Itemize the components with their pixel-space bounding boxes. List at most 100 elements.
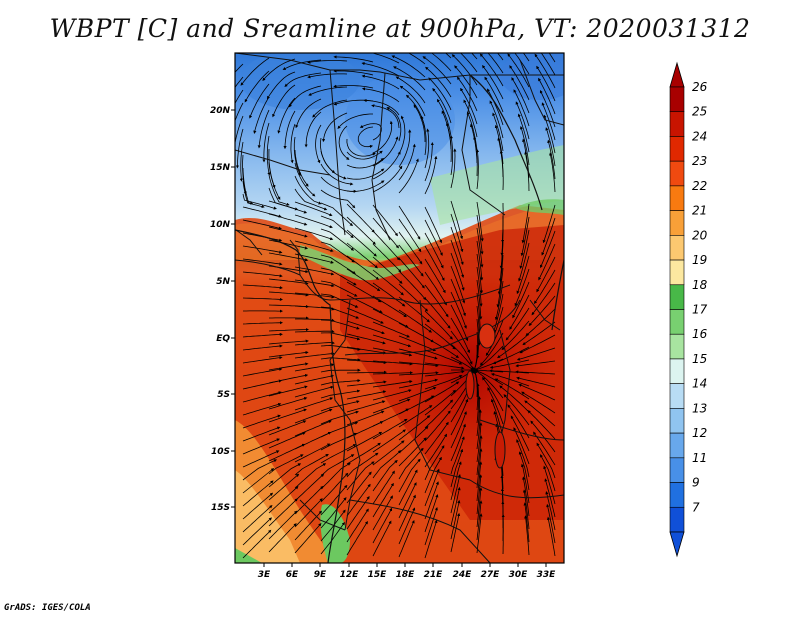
streamline: [398, 129, 412, 168]
streamline: [476, 422, 483, 463]
streamline: [398, 158, 419, 194]
colorbar-label: 14: [692, 377, 707, 391]
streamline: [420, 115, 427, 156]
streamline: [450, 436, 465, 475]
streamline: [346, 461, 375, 491]
colorbar-swatch: [669, 358, 685, 384]
streamline: [398, 415, 431, 441]
streamline: [242, 492, 274, 520]
streamline: [398, 257, 425, 289]
streamline: [361, 62, 400, 77]
streamline: [346, 390, 387, 400]
streamline: [268, 523, 297, 553]
streamline: [497, 53, 504, 61]
streamline: [509, 294, 530, 330]
streamline: [540, 53, 556, 76]
streamline: [242, 426, 281, 442]
streamline: [515, 360, 556, 368]
streamline: [337, 113, 373, 130]
streamline: [476, 500, 483, 541]
streamline: [333, 55, 374, 63]
streamline: [304, 111, 322, 148]
streamline: [494, 280, 504, 321]
streamline: [372, 507, 393, 544]
streamline: [346, 520, 368, 556]
streamline: [490, 398, 504, 438]
lon-tick-label: 27E: [481, 570, 501, 580]
streamline: [424, 232, 444, 269]
streamline: [268, 252, 309, 262]
streamline: [450, 330, 473, 365]
streamline: [242, 321, 283, 325]
streamline: [450, 461, 462, 501]
streamline: [472, 345, 504, 372]
streamline: [425, 66, 452, 98]
streamline: [294, 443, 331, 463]
streamline: [445, 122, 452, 163]
streamline: [253, 96, 270, 134]
streamline: [514, 268, 530, 307]
streamline: [372, 470, 395, 505]
streamline: [536, 65, 556, 102]
streamline: [294, 292, 335, 299]
streamline: [288, 85, 322, 108]
streamline: [372, 308, 409, 328]
streamline: [424, 142, 434, 182]
colorbar-label: 19: [692, 253, 707, 267]
streamline: [476, 253, 484, 294]
streamline: [487, 88, 504, 126]
streamline: [523, 502, 530, 543]
streamline: [393, 66, 426, 91]
streamline: [398, 447, 424, 480]
streamline: [277, 97, 296, 134]
streamline: [548, 53, 556, 63]
streamline: [518, 383, 556, 401]
streamline: [346, 442, 381, 465]
streamline: [474, 370, 504, 399]
streamline: [534, 53, 556, 89]
streamline: [346, 333, 386, 345]
streamline: [320, 454, 355, 477]
lat-tick-label: EQ: [216, 334, 230, 344]
streamline: [372, 136, 399, 167]
streamline: [242, 468, 275, 494]
coastline: [235, 74, 564, 563]
streamline: [536, 442, 556, 479]
streamline: [346, 483, 371, 517]
lat-tick-label: 10S: [211, 447, 230, 457]
streamline: [476, 266, 483, 307]
streamline: [398, 386, 437, 402]
streamline: [294, 485, 324, 515]
streamline: [242, 517, 272, 546]
streamline: [320, 509, 346, 542]
streamline: [398, 437, 427, 467]
streamline: [294, 149, 309, 187]
streamline: [398, 143, 416, 181]
streamline: [538, 243, 556, 281]
streamline: [473, 136, 478, 177]
streamline: [507, 53, 530, 88]
streamline: [424, 206, 443, 244]
streamline: [424, 128, 430, 169]
colorbar-swatch: [669, 210, 685, 236]
streamline: [242, 271, 283, 278]
colorbar-swatch: [669, 506, 685, 533]
streamline: [398, 283, 429, 312]
streamline: [424, 245, 445, 282]
colorbar-swatch: [669, 160, 685, 187]
streamline: [476, 435, 483, 476]
streamline: [268, 161, 281, 201]
streamline: [499, 150, 504, 191]
streamline: [485, 319, 504, 357]
streamline: [424, 349, 463, 365]
streamline: [424, 219, 443, 256]
streamline: [521, 391, 556, 414]
streamline: [398, 425, 429, 454]
streamline: [399, 85, 426, 117]
streamline: [242, 206, 282, 218]
colorbar-label: 12: [692, 426, 707, 440]
streamline: [450, 278, 466, 317]
streamline: [424, 468, 440, 507]
colorbar-swatch: [669, 309, 685, 335]
streamline: [268, 473, 300, 501]
